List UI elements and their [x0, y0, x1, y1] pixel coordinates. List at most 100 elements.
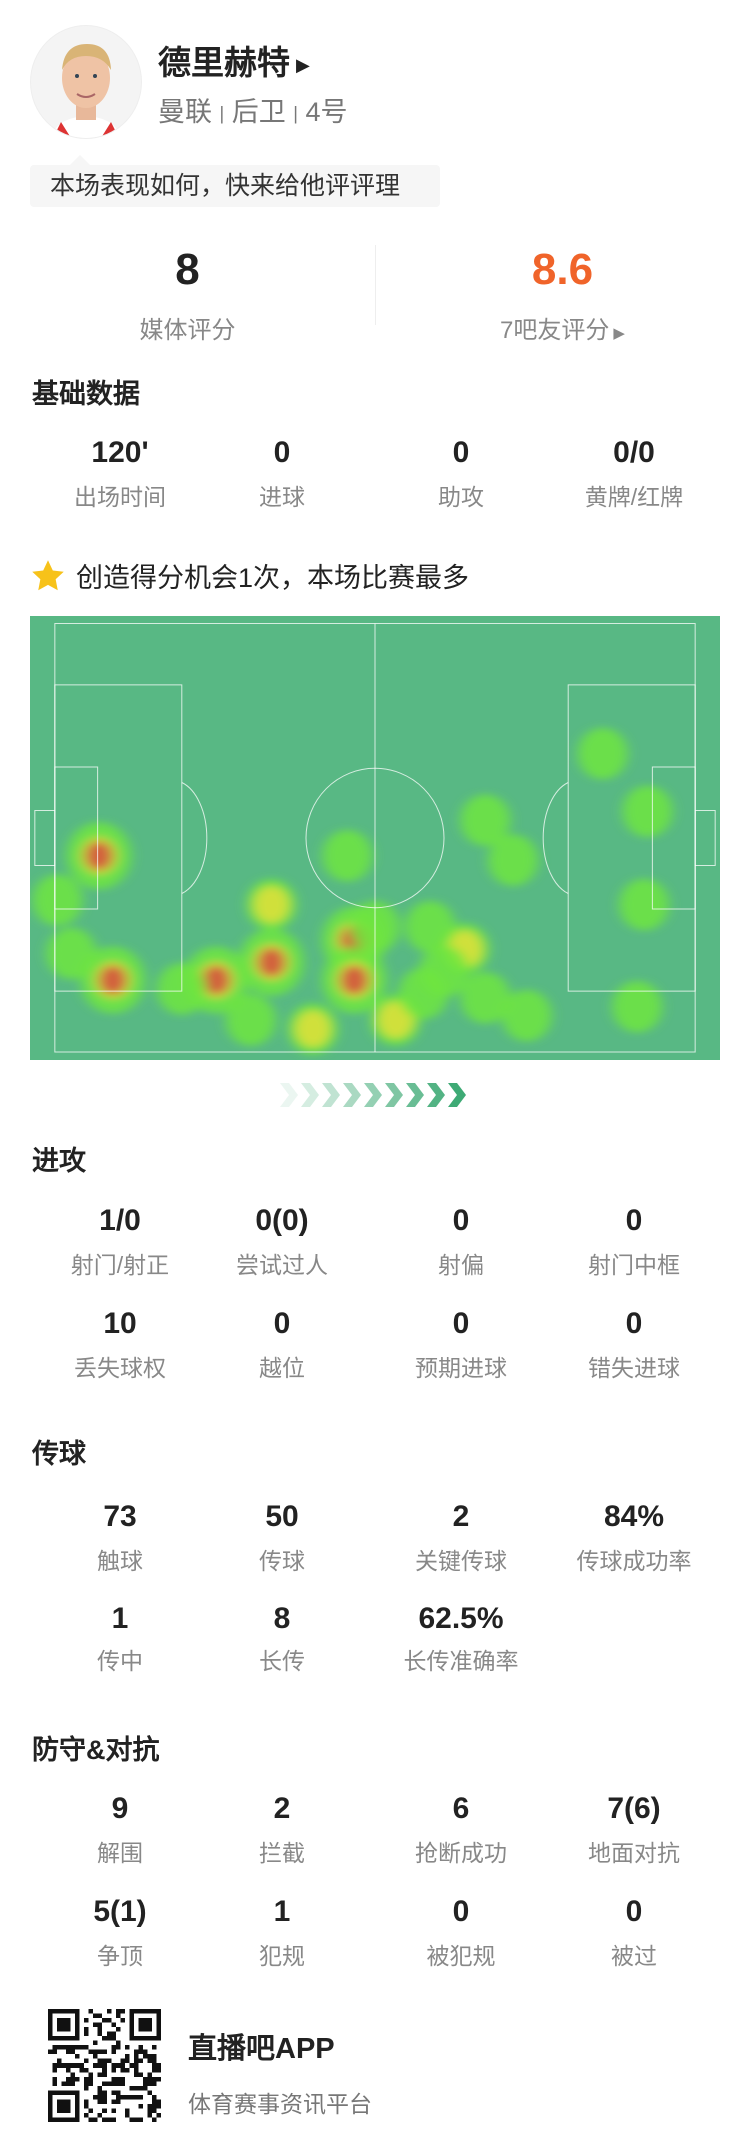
right-goal: [695, 810, 715, 865]
heat-spot: [322, 946, 387, 1014]
attack-direction-arrows: [280, 1083, 466, 1107]
stat-value: 1: [273, 1895, 291, 1928]
separator: |: [219, 103, 225, 124]
stat-label: 助攻: [438, 484, 484, 510]
chevron-right-icon: [322, 1083, 340, 1107]
heat-spot: [619, 878, 669, 931]
stat-value: 0: [273, 1307, 291, 1340]
heat-spot: [239, 928, 304, 996]
chevron-right-icon: [364, 1083, 382, 1107]
position: 后卫: [231, 97, 286, 127]
stat-value: 0: [625, 1307, 643, 1340]
stat-value: 6: [452, 1792, 470, 1825]
stat-label: 触球: [97, 1548, 143, 1574]
pitch-lines: [35, 624, 715, 1052]
stat-label: 传球成功率: [576, 1548, 692, 1574]
caret-right-icon: ▶: [613, 325, 625, 342]
stat-label: 丢失球权: [74, 1355, 166, 1381]
stat-label: 长传: [259, 1648, 305, 1674]
media-rating-label: 媒体评分: [139, 317, 236, 344]
separator: |: [293, 103, 298, 124]
stat-label: 犯规: [259, 1943, 305, 1969]
heat-spot: [488, 834, 538, 886]
stat-value: 0/0: [613, 436, 655, 469]
heat-spot: [32, 874, 83, 926]
stat-value: 9: [111, 1792, 129, 1825]
stat-label: 关键传球: [415, 1548, 507, 1574]
qr-code[interactable]: [48, 2009, 161, 2122]
highlight-text: 创造得分机会1次，本场比赛最多: [76, 563, 470, 593]
stat-value: 84%: [603, 1500, 665, 1533]
heat-spot: [501, 989, 552, 1042]
rate-prompt-text: 本场表现如何，快来给他评评理: [50, 172, 401, 200]
heat-spot: [405, 901, 456, 953]
star-icon: [32, 559, 64, 590]
player-info: 曼联 | 后卫 | 4号: [158, 90, 347, 129]
chevron-right-icon: [448, 1083, 466, 1107]
stat-value: 0: [452, 1307, 470, 1340]
stat-value: 0: [273, 436, 291, 469]
stat-label: 长传准确率: [403, 1648, 519, 1674]
chevron-right-icon: [343, 1083, 361, 1107]
stat-value: 0: [452, 1895, 470, 1928]
player-name: 德里赫特: [158, 44, 290, 81]
section-title-defense: 防守&对抗: [32, 1735, 160, 1765]
heat-spot: [322, 830, 373, 882]
player-photo: [51, 44, 121, 138]
stat-value: 7(6): [607, 1792, 661, 1825]
stat-label: 被犯规: [426, 1943, 496, 1969]
fan-rating-link[interactable]: 7吧友评分 ▶: [375, 310, 750, 345]
stat-label: 错失进球: [588, 1355, 680, 1381]
stat-label: 地面对抗: [588, 1840, 680, 1866]
stat-label: 射偏: [438, 1252, 484, 1278]
heat-spot: [577, 727, 628, 780]
stat-value: 0(0): [255, 1204, 309, 1237]
stat-label: 传球: [259, 1548, 305, 1574]
stat-value: 1/0: [99, 1204, 141, 1237]
app-slogan: 体育赛事资讯平台: [188, 2091, 372, 2117]
app-name: 直播吧APP: [188, 2033, 335, 2065]
left-goal: [35, 810, 55, 865]
fan-rating-value: 8.6: [531, 245, 594, 294]
stat-value: 0: [452, 436, 470, 469]
heatmap-pitch: [30, 616, 720, 1060]
heat-spot: [460, 794, 511, 846]
chevron-right-icon: [280, 1083, 298, 1107]
stat-label: 尝试过人: [236, 1252, 328, 1278]
section-title-passing: 传球: [32, 1439, 86, 1469]
heat-spot: [80, 946, 146, 1014]
left-penalty-arc: [182, 783, 207, 894]
heat-spot: [225, 994, 276, 1046]
stat-value: 0: [452, 1204, 470, 1237]
stat-label: 射门中框: [588, 1252, 680, 1278]
center-circle: [306, 768, 444, 907]
stat-label: 射门/射正: [70, 1252, 170, 1278]
right-penalty-arc: [543, 783, 568, 894]
heat-spot: [612, 980, 663, 1033]
section-title-basic: 基础数据: [32, 379, 140, 409]
stat-value: 120': [91, 436, 149, 469]
stat-label: 越位: [259, 1355, 305, 1381]
team: 曼联: [158, 97, 212, 127]
stat-value: 0: [625, 1895, 643, 1928]
stat-value: 2: [452, 1500, 470, 1533]
heat-spot: [246, 878, 297, 931]
rate-prompt-bubble[interactable]: 本场表现如何，快来给他评评理: [30, 155, 440, 207]
stat-label: 传中: [97, 1648, 143, 1674]
chevron-right-icon: [406, 1083, 424, 1107]
chevron-right-icon: [301, 1083, 319, 1107]
stat-value: 1: [111, 1602, 129, 1635]
heat-spot: [460, 972, 511, 1024]
shirt-number: 4号: [305, 97, 348, 127]
stat-label: 出场时间: [74, 484, 166, 510]
player-name-link[interactable]: 德里赫特 ▶: [158, 36, 310, 84]
heat-spot: [622, 785, 673, 838]
chevron-right-icon: [427, 1083, 445, 1107]
stat-value: 10: [103, 1307, 137, 1340]
heat-spot: [66, 822, 132, 890]
stat-value: 8: [273, 1602, 291, 1635]
stat-label: 解围: [97, 1840, 143, 1866]
chevron-right-icon: [385, 1083, 403, 1107]
player-avatar[interactable]: [30, 25, 142, 139]
highlight-banner: 创造得分机会1次，本场比赛最多: [30, 556, 469, 595]
